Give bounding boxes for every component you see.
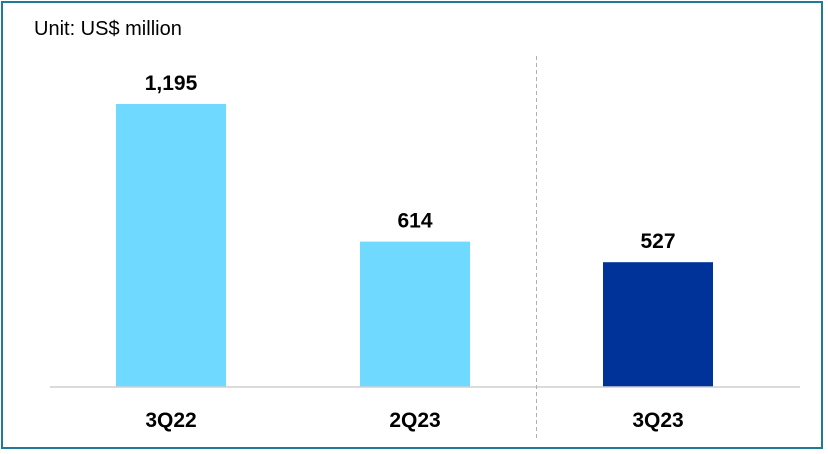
bars-layer — [116, 104, 713, 387]
value-labels-layer: 1,195 614 527 — [145, 72, 676, 253]
category-labels-layer: 3Q22 2Q23 3Q23 — [145, 409, 683, 432]
bar-3q23 — [603, 262, 713, 387]
category-label-2q23: 2Q23 — [389, 409, 440, 432]
value-label-3q22: 1,195 — [145, 72, 198, 95]
unit-label: Unit: US$ million — [34, 18, 182, 40]
category-label-3q22: 3Q22 — [145, 409, 196, 432]
bar-2q23 — [360, 241, 470, 387]
value-label-2q23: 614 — [397, 210, 432, 233]
bar-3q22 — [116, 104, 226, 387]
category-label-3q23: 3Q23 — [632, 409, 683, 432]
value-label-3q23: 527 — [640, 230, 675, 253]
